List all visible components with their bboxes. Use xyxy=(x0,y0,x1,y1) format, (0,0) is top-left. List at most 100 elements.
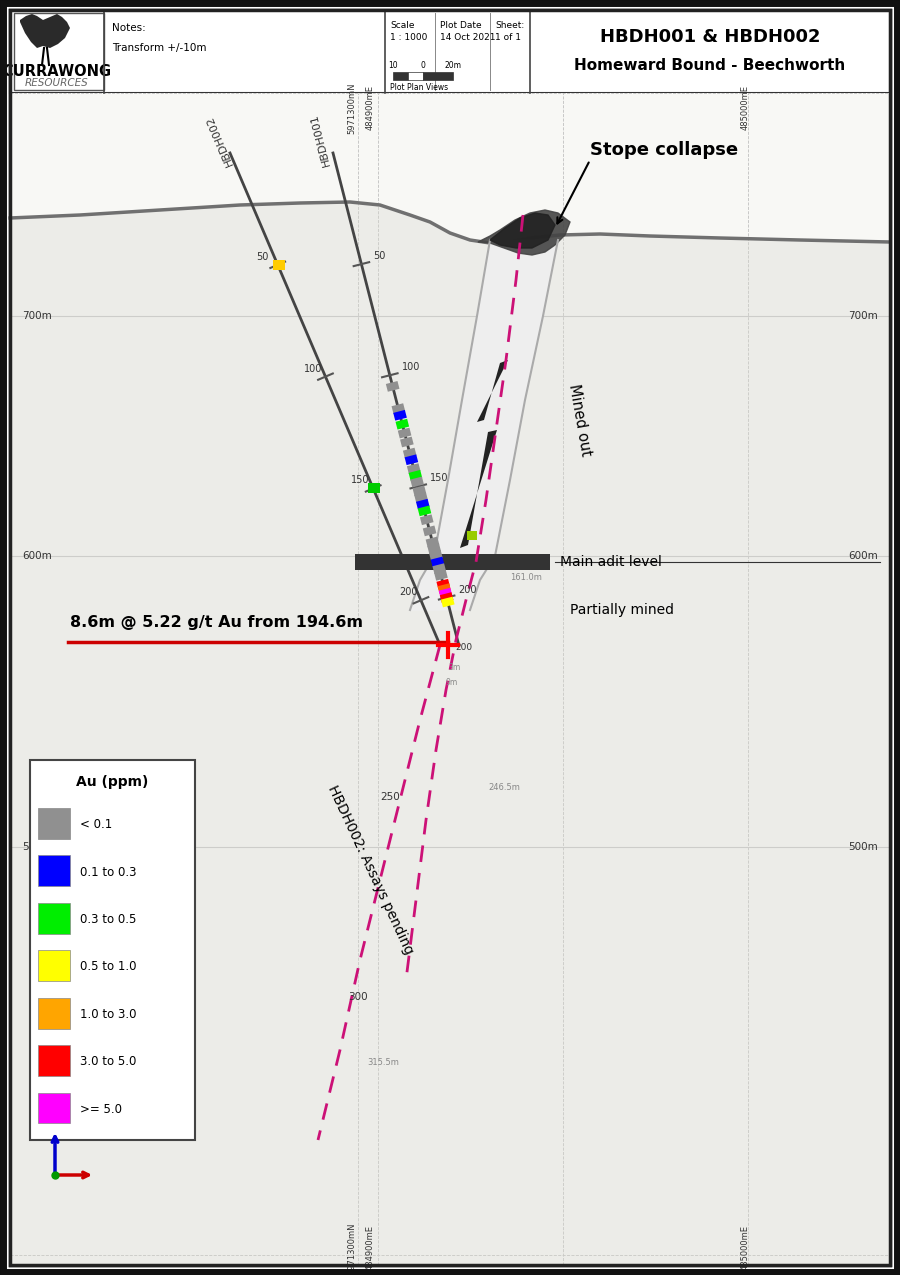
Bar xyxy=(403,448,417,459)
Bar xyxy=(38,903,70,933)
Text: 161.0m: 161.0m xyxy=(510,572,542,581)
Text: Partially mined: Partially mined xyxy=(570,603,674,617)
Bar xyxy=(38,808,70,839)
Text: Mined out: Mined out xyxy=(566,382,594,458)
Text: 100: 100 xyxy=(401,362,420,372)
Text: 10: 10 xyxy=(388,61,398,70)
Bar xyxy=(355,555,550,570)
Bar xyxy=(409,470,422,481)
Bar xyxy=(434,570,448,580)
Bar xyxy=(414,492,427,502)
Bar xyxy=(368,483,380,493)
Bar xyxy=(30,760,195,1140)
Bar xyxy=(10,10,890,93)
Bar xyxy=(441,597,454,607)
Text: 246.5m: 246.5m xyxy=(488,783,520,792)
Bar xyxy=(398,427,411,439)
Bar xyxy=(410,477,424,487)
Text: 1.0 to 3.0: 1.0 to 3.0 xyxy=(80,1007,137,1021)
Text: HBDH002: Assays pending: HBDH002: Assays pending xyxy=(325,783,416,956)
Polygon shape xyxy=(410,240,558,609)
Text: 1 of 1: 1 of 1 xyxy=(495,32,521,42)
Text: 50: 50 xyxy=(374,251,386,261)
Bar xyxy=(437,583,451,594)
Text: HBDH001 & HBDH002: HBDH001 & HBDH002 xyxy=(599,28,820,46)
Text: 50: 50 xyxy=(256,252,268,261)
Text: 20m: 20m xyxy=(445,61,462,70)
Bar xyxy=(400,436,414,448)
Text: 500m: 500m xyxy=(848,842,878,852)
Text: Stope collapse: Stope collapse xyxy=(590,142,738,159)
Text: 250: 250 xyxy=(380,792,400,802)
Text: Plot Date: Plot Date xyxy=(440,20,482,29)
Text: Au (ppm): Au (ppm) xyxy=(76,775,148,789)
Polygon shape xyxy=(477,360,508,422)
Text: 315.5m: 315.5m xyxy=(367,1058,399,1067)
Text: CURRAWONG: CURRAWONG xyxy=(3,65,112,79)
Bar xyxy=(426,537,439,547)
Polygon shape xyxy=(10,201,890,1265)
Text: 600m: 600m xyxy=(22,551,52,561)
Text: Sheet:: Sheet: xyxy=(495,20,524,29)
Text: 0.1 to 0.3: 0.1 to 0.3 xyxy=(80,866,137,878)
Bar xyxy=(38,950,70,982)
Bar xyxy=(420,514,434,525)
Text: 3.0 to 5.0: 3.0 to 5.0 xyxy=(80,1056,137,1068)
Bar xyxy=(393,411,407,421)
Bar xyxy=(428,543,441,555)
Text: 300: 300 xyxy=(348,992,368,1002)
Bar xyxy=(38,1093,70,1123)
Text: Main adit level: Main adit level xyxy=(560,555,662,569)
Text: 14 Oct 2021: 14 Oct 2021 xyxy=(440,32,496,42)
Text: 8.6m @ 5.22 g/t Au from 194.6m: 8.6m @ 5.22 g/t Au from 194.6m xyxy=(70,615,363,630)
Text: Homeward Bound - Beechworth: Homeward Bound - Beechworth xyxy=(574,57,846,73)
Bar xyxy=(14,13,104,91)
Bar xyxy=(432,564,446,574)
Text: 200: 200 xyxy=(399,588,418,597)
Text: 0.5 to 1.0: 0.5 to 1.0 xyxy=(80,960,137,973)
Bar xyxy=(405,454,418,465)
Text: 700m: 700m xyxy=(848,311,878,321)
Text: 1 : 1000: 1 : 1000 xyxy=(390,32,428,42)
Text: 150: 150 xyxy=(351,476,370,486)
Text: 9m: 9m xyxy=(445,678,457,687)
Text: HBDH001: HBDH001 xyxy=(309,112,331,167)
Text: 0.3 to 0.5: 0.3 to 0.5 xyxy=(80,913,137,926)
Bar xyxy=(423,71,453,80)
Polygon shape xyxy=(460,430,497,548)
Text: 600m: 600m xyxy=(848,551,878,561)
Bar xyxy=(38,998,70,1029)
Bar xyxy=(393,71,408,80)
Bar xyxy=(418,505,431,516)
Polygon shape xyxy=(20,14,70,48)
Polygon shape xyxy=(478,210,570,255)
Bar xyxy=(467,530,477,541)
Text: 700m: 700m xyxy=(22,311,52,321)
Text: < 0.1: < 0.1 xyxy=(80,819,112,831)
Bar xyxy=(436,579,450,589)
Text: 485000mE: 485000mE xyxy=(741,1225,750,1270)
Bar xyxy=(429,550,443,561)
Text: HBDH002: HBDH002 xyxy=(205,113,235,167)
Text: 200: 200 xyxy=(455,643,472,652)
Text: Transform +/-10m: Transform +/-10m xyxy=(112,43,206,54)
Text: 100: 100 xyxy=(303,363,322,374)
Bar xyxy=(392,403,405,414)
Text: RESOURCES: RESOURCES xyxy=(25,78,89,88)
Text: >= 5.0: >= 5.0 xyxy=(80,1103,122,1116)
Text: 150: 150 xyxy=(430,473,449,483)
Bar xyxy=(440,592,454,603)
Text: Scale: Scale xyxy=(390,20,415,29)
Text: 200: 200 xyxy=(459,584,477,594)
Text: 484900mE: 484900mE xyxy=(365,1225,374,1270)
Text: Notes:: Notes: xyxy=(112,23,146,33)
Text: 0: 0 xyxy=(420,61,426,70)
Bar xyxy=(386,381,400,391)
Polygon shape xyxy=(490,213,555,249)
Bar xyxy=(38,1046,70,1076)
Bar xyxy=(273,260,284,270)
Bar xyxy=(408,71,423,80)
Text: 485000mE: 485000mE xyxy=(741,85,750,130)
Text: 500m: 500m xyxy=(22,842,52,852)
Bar xyxy=(38,856,70,886)
